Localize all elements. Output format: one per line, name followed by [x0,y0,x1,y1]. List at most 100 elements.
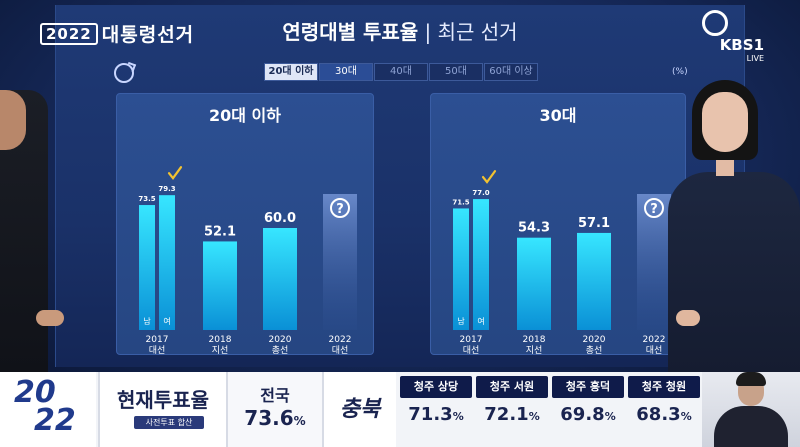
national-label: 전국 [260,386,290,405]
region-name: 충북 [322,372,396,447]
sex-label: 남 [143,317,151,326]
data-label: ? [650,202,658,217]
bar [203,241,237,330]
district-name: 청주 상당 [400,376,472,398]
bar [517,237,551,330]
election-logo: 2022 대통령선거 [40,20,194,47]
presenter-right-face [702,92,748,152]
title-sub: 최근 선거 [437,20,518,44]
turnout-ticker: 20 22 현재투표율 사전투표 합산 전국 73.6% 충북 청주 상당 71… [0,372,800,447]
sex-label: 남 [457,317,465,326]
ticker-year-logo: 20 22 [0,372,96,447]
data-label: 60.0 [264,211,296,226]
chart-panel-30s: 30대 71.5 남 77.0 여 54.3 57.1? 2017 대선 2018 지선 2020 총… [430,93,686,356]
presenter-right [668,80,800,375]
category-label-year: 2020 [269,335,292,345]
ticker-year-top: 20 [14,375,56,410]
category-label-year: 2018 [523,335,546,345]
data-label: ? [336,202,344,217]
category-label-year: 2017 [460,335,483,345]
page-title: 연령대별 투표율 | 최근 선거 [282,20,517,44]
district-cell: 청주 청원 68.3% [626,372,702,447]
live-label: LIVE [746,54,764,63]
district-cell: 청주 상당 71.3% [398,372,474,447]
presenter-left-hand [36,310,64,326]
district-value: 72.1% [484,404,540,425]
bar [159,195,175,330]
chart-title: 20대 이하 [209,106,281,125]
ticker-label: 현재투표율 사전투표 합산 [98,372,226,447]
bar-chart-20s: 73.5남79.3여52.160.0?2017대선2018지선2020총선202… [138,166,357,356]
sign-language-interpreter [702,372,800,447]
data-label: 54.3 [518,221,550,236]
bar [453,208,469,330]
logo-year: 2022 [40,22,98,45]
question-icon [644,198,664,218]
category-label-type: 대선 [149,345,166,356]
ticker-year-bottom: 22 [34,403,76,438]
national-value: 73.6% [244,406,306,430]
refresh-icon[interactable] [114,63,134,83]
category-label-year: 2022 [329,335,352,345]
bar [577,232,611,330]
check-icon [167,166,183,181]
tab-40s[interactable]: 40대 [374,63,428,81]
bar [473,199,489,330]
sex-label: 여 [477,316,484,326]
data-label: 52.1 [204,224,236,239]
category-label-type: 총선 [272,345,289,356]
age-group-tabs: 20대 이하 30대 40대 50대 60대 이상 [264,63,539,81]
data-label: 77.0 [472,189,489,197]
question-icon [330,198,350,218]
kbs-wordmark: KBS1 [719,36,764,54]
tab-50s[interactable]: 50대 [429,63,483,81]
district-value: 68.3% [636,404,692,425]
district-name: 청주 서원 [476,376,548,398]
presenter-left [0,90,64,375]
interpreter-hair [736,372,766,386]
logo-text: 대통령선거 [101,24,195,46]
ticker-label-main: 현재투표율 [117,388,209,412]
district-value: 69.8% [560,404,616,425]
category-label-type: 대선 [463,345,480,356]
chart-title: 30대 [539,106,577,125]
category-label-year: 2022 [643,335,666,345]
title-separator: | [418,20,438,44]
category-label-year: 2017 [146,335,169,345]
data-label: 73.5 [138,195,155,203]
district-cell: 청주 흥덕 69.8% [550,372,626,447]
bar [139,205,155,330]
unit-label: (%) [672,67,688,77]
bar [263,228,297,330]
check-icon [481,170,497,184]
category-label-year: 2020 [583,335,606,345]
presenter-right-body [668,172,800,375]
district-cell: 청주 서원 72.1% [474,372,550,447]
category-label-year: 2018 [209,335,232,345]
data-label: 79.3 [158,185,175,193]
page-title-wrap: 연령대별 투표율 | 최근 선거 [0,16,800,45]
sex-label: 여 [163,316,170,326]
kbs-ring-icon [702,10,728,36]
presenter-right-hand [676,310,700,326]
chart-panel-20s: 20대 이하 73.5 남 79.3 여 52.1 60.0? 2017 대선 2018 지선 20… [116,93,374,356]
title-main: 연령대별 투표율 [282,20,419,44]
tab-60s[interactable]: 60대 이상 [484,63,538,81]
national-turnout: 전국 73.6% [226,372,322,447]
category-label-type: 지선 [212,345,229,356]
tab-30s[interactable]: 30대 [319,63,373,81]
district-name: 청주 흥덕 [552,376,624,398]
district-name: 청주 청원 [628,376,700,398]
category-label-type: 대선 [646,345,663,356]
data-label: 57.1 [578,216,610,231]
presenter-left-face [0,90,26,150]
category-label-type: 대선 [332,345,349,356]
ticker-label-sub: 사전투표 합산 [134,416,204,429]
category-label-type: 지선 [526,345,543,356]
tab-20s[interactable]: 20대 이하 [264,63,318,81]
data-label: 71.5 [452,198,469,206]
interpreter-body [714,406,788,447]
district-value: 71.3% [408,404,464,425]
category-label-type: 총선 [586,345,603,356]
